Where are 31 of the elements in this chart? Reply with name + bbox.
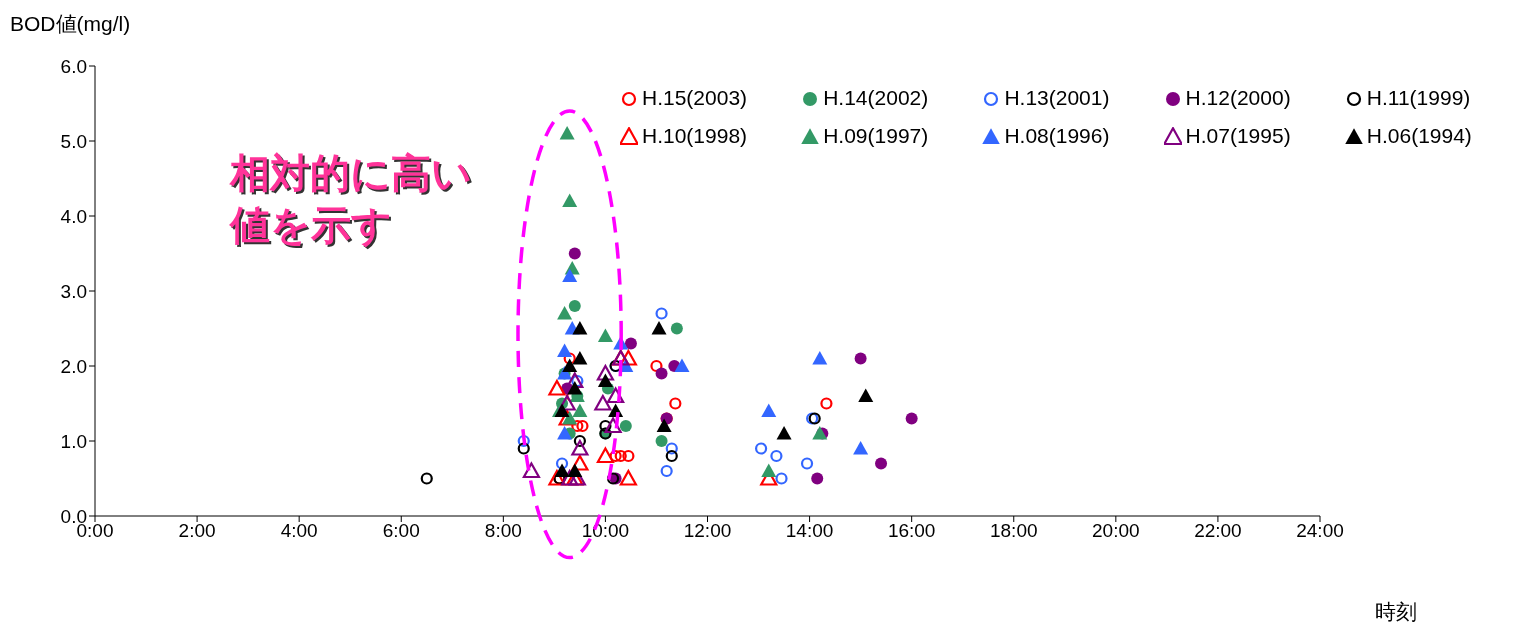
x-tick-label: 14:00	[785, 520, 834, 542]
y-axis-title: BOD値(mg/l)	[10, 11, 131, 37]
x-tick-label: 22:00	[1194, 520, 1242, 542]
legend-label: H.10(1998)	[642, 124, 748, 148]
y-tick-label: 6.0	[60, 55, 87, 77]
y-tick-label: 3.0	[60, 280, 87, 302]
x-tick-label: 2:00	[178, 520, 216, 542]
legend-label: H.11(1999)	[1366, 86, 1471, 110]
x-tick-label: 24:00	[1296, 520, 1344, 542]
y-tick-label: 2.0	[60, 355, 87, 377]
legend-label: H.13(2001)	[1004, 86, 1110, 110]
x-tick-label: 12:00	[683, 520, 732, 542]
legend-label: H.15(2003)	[642, 86, 748, 110]
x-tick-label: 6:00	[382, 520, 420, 542]
x-tick-label: 20:00	[1092, 520, 1140, 542]
y-tick-label: 4.0	[60, 205, 87, 227]
legend-label: H.07(1995)	[1185, 124, 1291, 148]
x-tick-label: 18:00	[989, 520, 1038, 542]
legend-label: H.14(2002)	[823, 86, 929, 110]
x-axis-title: 時刻	[1375, 599, 1417, 625]
legend-label: H.06(1994)	[1366, 124, 1472, 148]
x-tick-label: 16:00	[887, 520, 936, 542]
x-tick-label: 4:00	[280, 520, 318, 542]
x-tick-label: 8:00	[484, 520, 522, 542]
y-tick-label: 1.0	[60, 430, 87, 452]
y-tick-label: 5.0	[60, 130, 87, 152]
legend-label: H.09(1997)	[823, 124, 929, 148]
legend-label: H.08(1996)	[1004, 124, 1110, 148]
legend-label: H.12(2000)	[1185, 86, 1291, 110]
annotation: 相対的に高い値を示す	[230, 150, 474, 250]
x-tick-label: 10:00	[581, 520, 630, 542]
